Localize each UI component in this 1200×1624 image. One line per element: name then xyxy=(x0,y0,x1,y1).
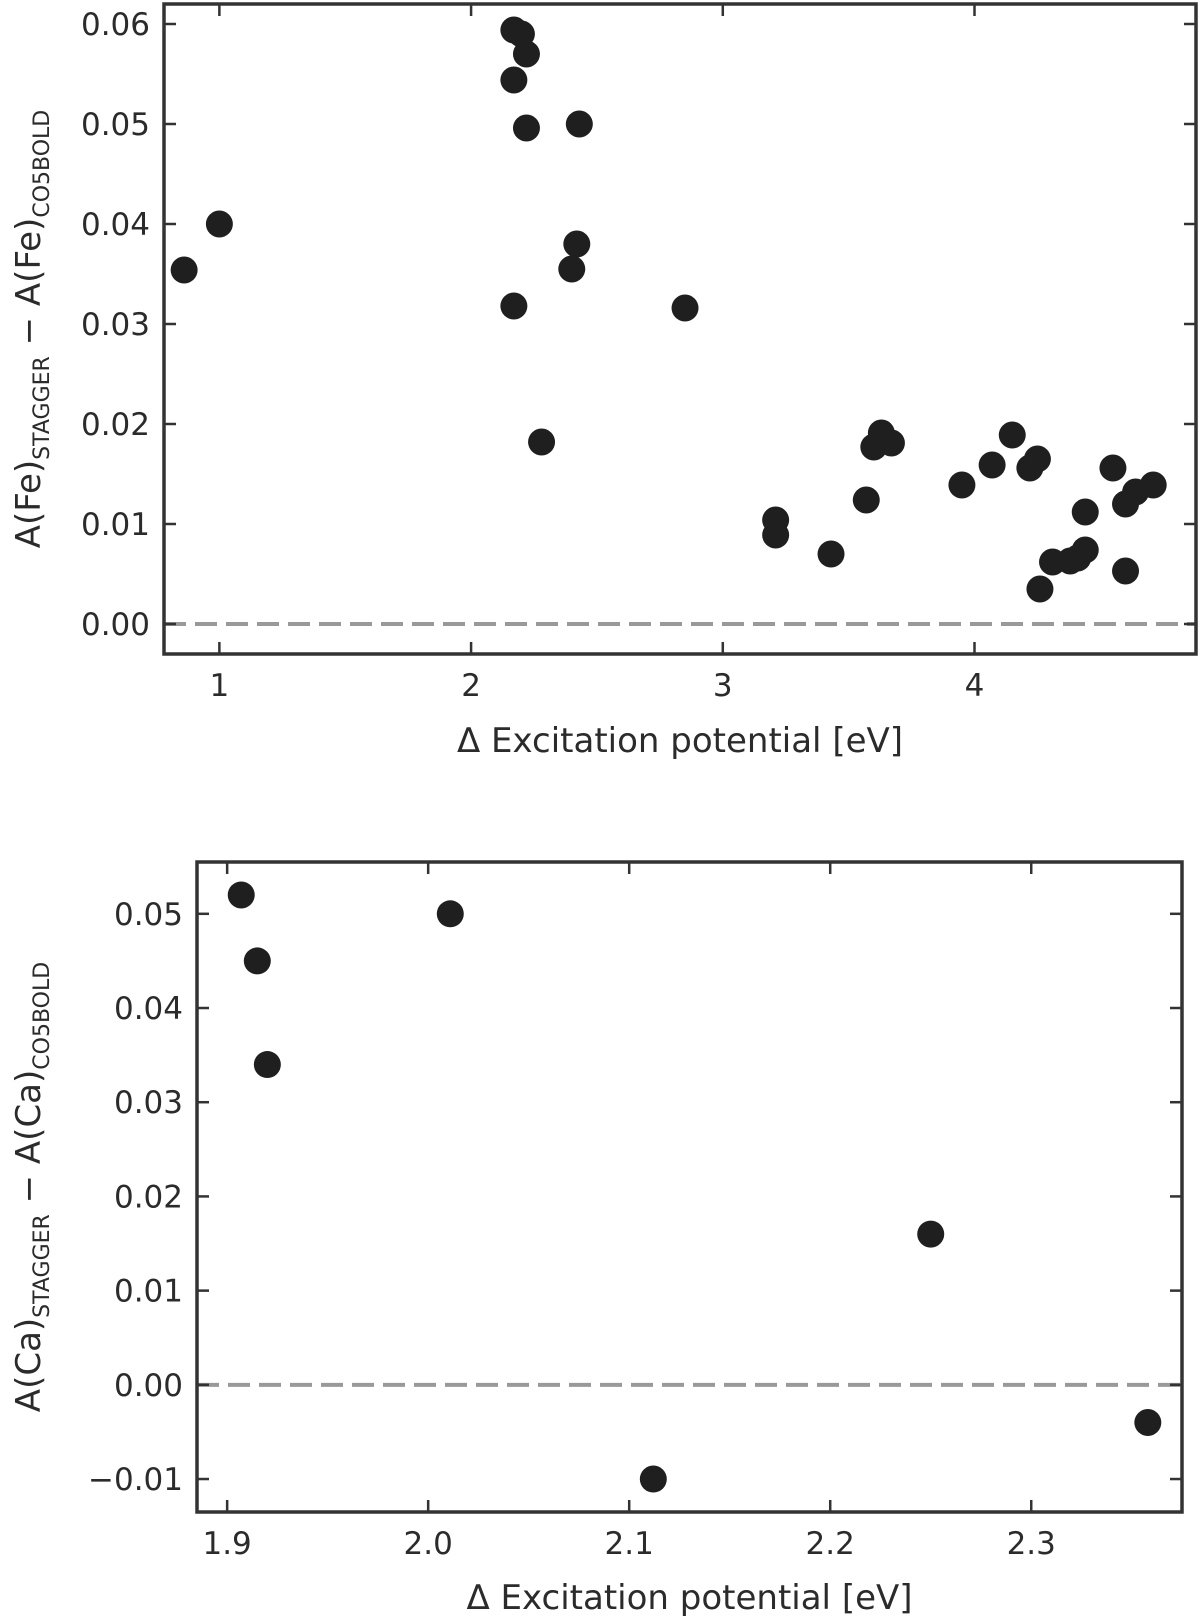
y-tick-label: 0.00 xyxy=(114,1368,183,1404)
y-tick-label: 0.01 xyxy=(81,507,150,543)
plot-frame xyxy=(195,860,1184,1514)
x-axis-label: Δ Excitation potential [eV] xyxy=(457,721,903,761)
data-point xyxy=(917,1220,945,1248)
data-point xyxy=(671,294,699,322)
y-tick-label: 0.00 xyxy=(81,607,150,643)
y-tick-label: 0.05 xyxy=(114,897,183,933)
data-point xyxy=(528,428,556,456)
x-tick-label: 2.0 xyxy=(404,1526,453,1562)
data-point xyxy=(227,881,255,909)
data-point xyxy=(170,256,198,284)
y-tick-label: −0.01 xyxy=(88,1462,183,1498)
data-point xyxy=(563,230,591,258)
data-point xyxy=(817,540,845,568)
data-point xyxy=(1071,498,1099,526)
x-tick-label: 1 xyxy=(210,668,230,704)
fe-abundance-panel: 1 2 3 4 0.00 0.01 0.02 0.03 0.04 0.05 0.06 Δ Excita… xyxy=(9,2,1198,761)
y-tick-label: 0.01 xyxy=(114,1274,183,1310)
data-point xyxy=(253,1051,281,1079)
data-point xyxy=(205,210,233,238)
data-point xyxy=(500,292,528,320)
x-tick-label: 4 xyxy=(965,668,985,704)
data-point xyxy=(1071,536,1099,564)
data-point xyxy=(1023,445,1051,473)
data-point xyxy=(978,451,1006,479)
data-point xyxy=(639,1465,667,1493)
y-tick-label: 0.04 xyxy=(114,991,183,1027)
y-tick-label: 0.06 xyxy=(81,7,150,43)
ca-abundance-panel: 1.9 2.0 2.1 2.2 2.3 −0.01 0.00 0.01 0.02 0.03 0.04… xyxy=(9,860,1184,1618)
plot-frame xyxy=(162,2,1198,656)
data-point xyxy=(558,255,586,283)
data-point xyxy=(852,486,880,514)
data-point xyxy=(948,471,976,499)
data-point xyxy=(877,429,905,457)
data-point xyxy=(512,40,540,68)
y-tick-label: 0.05 xyxy=(81,107,150,143)
data-point xyxy=(243,947,271,975)
data-point xyxy=(1112,557,1140,585)
y-tick-label: 0.04 xyxy=(81,207,150,243)
y-tick-label: 0.02 xyxy=(81,407,150,443)
y-tick-label: 0.03 xyxy=(114,1085,183,1121)
data-point xyxy=(436,900,464,928)
data-point xyxy=(1139,471,1167,499)
data-point xyxy=(1134,1409,1162,1437)
y-axis-label: A(Ca)STAGGER − A(Ca)CO5BOLD xyxy=(9,962,55,1412)
x-tick-label: 2.3 xyxy=(1007,1526,1056,1562)
data-point xyxy=(1099,454,1127,482)
x-tick-label: 2 xyxy=(461,668,481,704)
x-tick-label: 2.2 xyxy=(806,1526,855,1562)
x-axis-label: Δ Excitation potential [eV] xyxy=(466,1578,912,1618)
data-point xyxy=(512,114,540,142)
x-tick-label: 1.9 xyxy=(202,1526,251,1562)
y-tick-label: 0.03 xyxy=(81,307,150,343)
data-point xyxy=(998,421,1026,449)
y-tick-label: 0.02 xyxy=(114,1179,183,1215)
data-point xyxy=(500,66,528,94)
data-point xyxy=(1026,575,1054,603)
data-point xyxy=(762,521,790,549)
data-point xyxy=(565,110,593,138)
y-axis-label: A(Fe)STAGGER − A(Fe)CO5BOLD xyxy=(9,110,55,548)
x-tick-label: 3 xyxy=(713,668,733,704)
x-tick-label: 2.1 xyxy=(605,1526,654,1562)
